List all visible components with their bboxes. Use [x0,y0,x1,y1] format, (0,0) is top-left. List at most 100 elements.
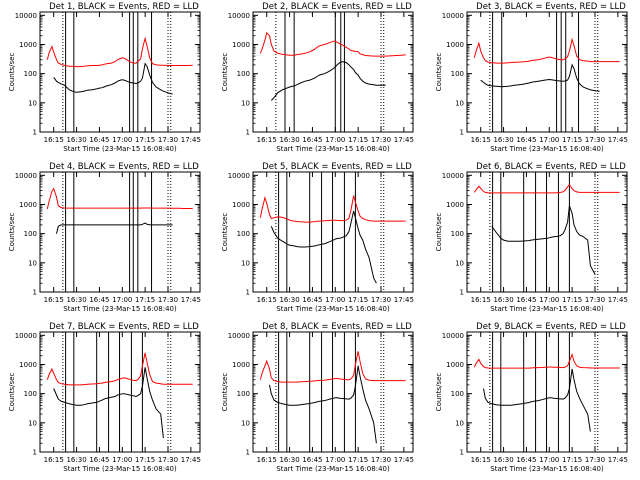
chart-panel-9: Det 9, BLACK = Events, RED = LLD 1 10 100 10… [435,322,628,473]
plot-frame [39,171,201,293]
y-tick-label: 1000 [19,361,37,369]
x-tick-label: 17:30 [158,136,178,144]
x-tick-label: 17:15 [562,296,582,304]
series-line-lld [473,183,620,194]
y-tick-label: 1 [246,449,250,457]
x-tick-label: 16:45 [302,456,322,464]
y-tick-label: 1 [33,449,37,457]
x-tick-label: 16:15 [471,136,491,144]
x-tick-label: 16:15 [44,456,64,464]
chart-title: Det 1, BLACK = Events, RED = LLD [49,2,199,12]
series-line-lld [259,351,406,383]
y-tick-label: 1000 [19,201,37,209]
series-line-events [270,61,386,101]
plot-frame [39,11,201,133]
x-tick-label: 17:00 [539,136,559,144]
y-tick-label: 1 [246,289,250,297]
x-tick-label: 17:45 [181,456,201,464]
x-tick-label: 17:15 [348,296,368,304]
y-tick-label: 10000 [15,12,37,20]
chart-title: Det 7, BLACK = Events, RED = LLD [49,322,199,332]
y-tick-label: 100 [237,70,250,78]
y-tick-label: 100 [451,70,464,78]
x-tick-label: 17:00 [325,456,345,464]
y-tick-label: 1000 [232,201,250,209]
y-tick-label: 100 [237,390,250,398]
y-tick-label: 10 [455,99,464,107]
y-tick-label: 1000 [232,41,250,49]
x-tick-label: 16:15 [257,296,277,304]
series-line-events [483,368,591,432]
x-tick-label: 16:45 [89,136,109,144]
y-axis-label: Counts/sec [8,53,16,92]
x-tick-label: 16:30 [66,296,86,304]
chart-panel-8: Det 8, BLACK = Events, RED = LLD 1 10 100 10… [221,322,414,473]
series-line-lld [473,352,620,369]
chart-title: Det 8, BLACK = Events, RED = LLD [262,322,412,332]
x-tick-label: 17:30 [585,296,605,304]
y-tick-label: 10 [241,259,250,267]
y-tick-label: 100 [237,230,250,238]
chart-title: Det 5, BLACK = Events, RED = LLD [262,162,412,172]
y-tick-label: 1000 [232,361,250,369]
x-tick-label: 17:15 [348,456,368,464]
y-tick-label: 10000 [15,172,37,180]
y-tick-label: 1000 [446,41,464,49]
x-tick-label: 16:45 [89,456,109,464]
x-tick-label: 16:45 [516,456,536,464]
x-tick-label: 17:45 [394,456,414,464]
y-axis-label: Counts/sec [435,373,443,412]
series-line-events [269,365,377,444]
plot-frame [466,11,628,133]
x-tick-label: 16:30 [66,136,86,144]
series-line-lld [46,187,193,210]
y-tick-label: 100 [451,230,464,238]
x-tick-label: 17:00 [112,136,132,144]
x-tick-label: 17:45 [181,136,201,144]
chart-panel-5: Det 5, BLACK = Events, RED = LLD 1 10 100 10… [221,162,414,313]
y-tick-label: 10000 [228,172,250,180]
chart-panel-7: Det 7, BLACK = Events, RED = LLD 1 10 100 10… [8,322,201,473]
x-axis-label: Start Time (23-Mar-15 16:08:40) [63,465,177,473]
x-tick-label: 17:45 [608,136,628,144]
x-tick-label: 17:30 [371,456,391,464]
x-axis-label: Start Time (23-Mar-15 16:08:40) [63,145,177,153]
y-axis-label: Counts/sec [221,53,229,92]
chart-title: Det 9, BLACK = Events, RED = LLD [476,322,626,332]
x-tick-label: 17:45 [394,296,414,304]
series-line-events [270,210,377,284]
x-tick-label: 16:15 [257,136,277,144]
x-tick-label: 17:15 [562,456,582,464]
x-tick-label: 17:00 [112,296,132,304]
y-tick-label: 1000 [446,361,464,369]
x-tick-label: 16:45 [89,296,109,304]
x-tick-label: 16:30 [493,296,513,304]
x-tick-label: 17:00 [325,136,345,144]
y-tick-label: 10000 [442,332,464,340]
x-axis-label: Start Time (23-Mar-15 16:08:40) [490,145,604,153]
chart-title: Det 6, BLACK = Events, RED = LLD [476,162,626,172]
y-tick-label: 10 [241,99,250,107]
chart-panel-2: Det 2, BLACK = Events, RED = LLD 1 10 100 10… [221,2,414,153]
y-tick-label: 10 [28,419,37,427]
y-tick-label: 10000 [228,12,250,20]
x-tick-label: 17:45 [608,296,628,304]
y-tick-label: 10 [241,419,250,427]
y-tick-label: 1 [460,129,464,137]
x-axis-label: Start Time (23-Mar-15 16:08:40) [490,305,604,313]
x-tick-label: 17:30 [158,456,178,464]
x-tick-label: 16:30 [493,136,513,144]
y-tick-label: 1 [460,289,464,297]
x-tick-label: 17:30 [585,456,605,464]
series-line-events [53,367,164,439]
x-tick-label: 17:30 [158,296,178,304]
series-line-events [53,62,173,95]
y-axis-label: Counts/sec [435,213,443,252]
y-tick-label: 10000 [442,12,464,20]
y-tick-label: 100 [24,230,37,238]
series-line-events [56,222,173,234]
x-tick-label: 16:15 [44,296,64,304]
x-tick-label: 17:00 [112,456,132,464]
x-tick-label: 16:30 [493,456,513,464]
